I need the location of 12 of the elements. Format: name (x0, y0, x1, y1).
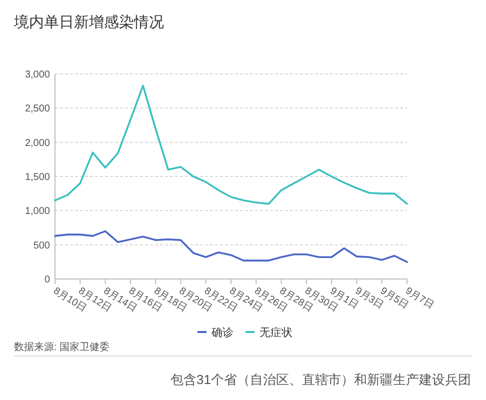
ytick-label: 2,500 (24, 104, 50, 115)
ytick-label: 2,000 (24, 138, 50, 149)
ytick-label: 500 (33, 240, 50, 252)
legend-label: 确诊 (212, 327, 234, 339)
ytick-label: 1,500 (24, 172, 50, 183)
ytick-label: 0 (44, 274, 50, 286)
ytick-label: 3,000 (24, 70, 50, 80)
legend-label: 无症状 (260, 327, 292, 339)
annotation: 数据来源: 国家卫健委 (14, 342, 110, 353)
ytick-label: 1,000 (24, 206, 50, 218)
annotation: 包含31个省（自治区、直辖市）和新疆生产建设兵团 (170, 372, 471, 387)
title: 境内单日新增感染情况 (14, 14, 164, 31)
